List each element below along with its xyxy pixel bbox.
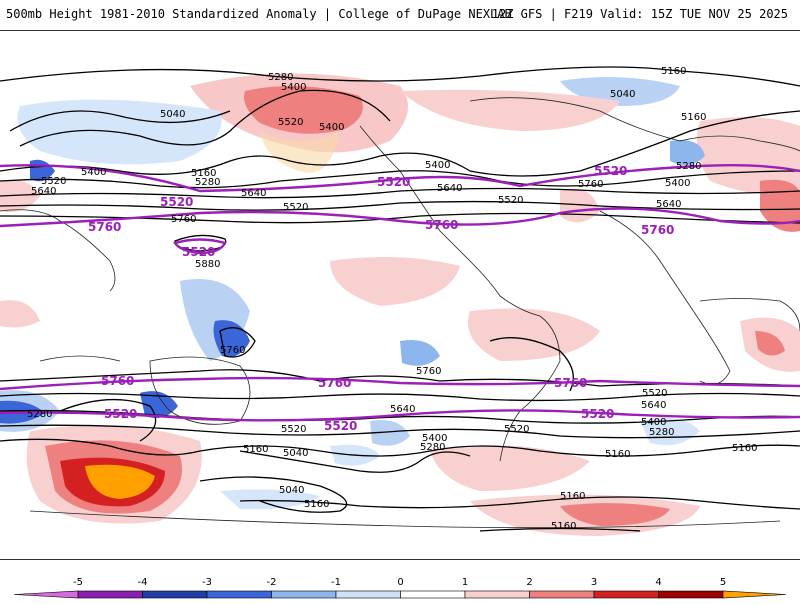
contour-label: 5160 [661, 66, 686, 77]
contour-label: 5520 [498, 195, 523, 206]
contour-label: 5520 [504, 424, 529, 435]
height-contours [0, 66, 800, 532]
contour-label: 5400 [665, 178, 690, 189]
contour-label: 5760 [578, 179, 603, 190]
contour-label: 5640 [390, 404, 415, 415]
purple-contour-label: 5760 [425, 218, 458, 232]
contour-label: 5160 [243, 444, 268, 455]
purple-contour-label: 5520 [104, 407, 137, 421]
contour-label: 5640 [656, 199, 681, 210]
contour-label: 5160 [605, 449, 630, 460]
legend-swatch [142, 590, 208, 599]
legend-ticks: -5 -4 -3 -2 -1 0 1 2 3 4 5 [73, 577, 726, 588]
contour-label: 5160 [551, 521, 576, 532]
contour-label: 5520 [281, 424, 306, 435]
contour-label: 5400 [81, 167, 106, 178]
contour-label: 5760 [416, 366, 441, 377]
legend-swatch [464, 590, 530, 599]
contour-label: 5520 [283, 202, 308, 213]
purple-contour-label: 5760 [554, 376, 587, 390]
legend-swatch [206, 590, 272, 599]
legend-swatch [335, 590, 401, 599]
contour-label: 5160 [191, 168, 216, 179]
contour-label: 5520 [41, 176, 66, 187]
contour-label: 5400 [422, 433, 447, 444]
legend-tick-label: 3 [591, 577, 597, 588]
purple-contour-label: 5520 [581, 407, 614, 421]
purple-contours [0, 163, 800, 422]
contour-label: 5160 [732, 443, 757, 454]
contour-label: 5400 [425, 160, 450, 171]
contour-label: 5160 [304, 499, 329, 510]
contour-label: 5280 [676, 161, 701, 172]
contour-label: 5280 [649, 427, 674, 438]
purple-contour-label: 5760 [101, 374, 134, 388]
purple-contour-label: 5520 [160, 195, 193, 209]
legend-tick-label: 0 [397, 577, 403, 588]
contour-labels: 5280 5400 5040 5520 5400 5160 5040 5160 … [27, 66, 757, 532]
contour-label: 5400 [319, 122, 344, 133]
legend-swatch [593, 590, 659, 599]
contour-label: 5640 [31, 186, 56, 197]
color-legend: -5 -4 -3 -2 -1 0 1 2 3 4 5 [0, 568, 800, 600]
contour-label: 5640 [241, 188, 266, 199]
purple-contour-label: 5520 [377, 175, 410, 189]
contour-label: 5040 [283, 448, 308, 459]
contour-label: 5040 [279, 485, 304, 496]
legend-tick-label: 1 [462, 577, 468, 588]
legend-tick-label: -3 [202, 577, 212, 588]
contour-label: 5520 [642, 388, 667, 399]
contour-label: 5880 [195, 259, 220, 270]
contour-label: 5760 [171, 214, 196, 225]
purple-contour-label: 5520 [182, 245, 215, 259]
purple-contour-label: 5520 [594, 164, 627, 178]
legend-swatch-low [13, 590, 79, 599]
legend-tick-label: -1 [331, 577, 341, 588]
purple-contour-label: 5760 [641, 223, 674, 237]
legend-tick-label: -2 [267, 577, 277, 588]
anomaly-map: 5280 5400 5040 5520 5400 5160 5040 5160 … [0, 66, 800, 536]
contour-label: 5280 [420, 442, 445, 453]
contour-label: 5400 [281, 82, 306, 93]
contour-label: 5040 [160, 109, 185, 120]
legend-tick-label: 2 [526, 577, 532, 588]
purple-contour-labels: 5520 5520 5760 5520 5760 5520 5760 5760 … [88, 164, 674, 433]
contour-label: 5640 [437, 183, 462, 194]
legend-swatches [13, 590, 787, 599]
legend-tick-label: 4 [655, 577, 661, 588]
legend-swatch-high [722, 590, 787, 599]
legend-tick-label: 5 [720, 577, 726, 588]
map-title: 500mb Height 1981-2010 Standardized Anom… [6, 7, 512, 21]
purple-contour-label: 5760 [88, 220, 121, 234]
contour-label: 5520 [278, 117, 303, 128]
legend-tick-label: -5 [73, 577, 83, 588]
legend-swatch [658, 590, 724, 599]
contour-label: 5160 [560, 491, 585, 502]
map-panel: 5280 5400 5040 5520 5400 5160 5040 5160 … [0, 30, 800, 560]
legend-swatch [77, 590, 143, 599]
run-info: 12Z GFS | F219 Valid: 15Z TUE NOV 25 202… [491, 7, 788, 21]
contour-label: 5160 [681, 112, 706, 123]
purple-contour-label: 5520 [324, 419, 357, 433]
contour-label: 5280 [268, 72, 293, 83]
legend-swatch [400, 590, 466, 599]
purple-contour-label: 5760 [318, 376, 351, 390]
legend-swatch [271, 590, 337, 599]
legend-bar: -5 -4 -3 -2 -1 0 1 2 3 4 5 [13, 577, 787, 599]
anomaly-shading [0, 73, 800, 536]
contour-label: 5280 [27, 409, 52, 420]
contour-label: 5400 [641, 417, 666, 428]
legend-swatch [529, 590, 595, 599]
contour-label: 5640 [641, 400, 666, 411]
header: 500mb Height 1981-2010 Standardized Anom… [0, 0, 800, 30]
contour-label: 5280 [195, 177, 220, 188]
legend-tick-label: -4 [138, 577, 148, 588]
contour-label: 5760 [220, 345, 245, 356]
contour-label: 5040 [610, 89, 635, 100]
